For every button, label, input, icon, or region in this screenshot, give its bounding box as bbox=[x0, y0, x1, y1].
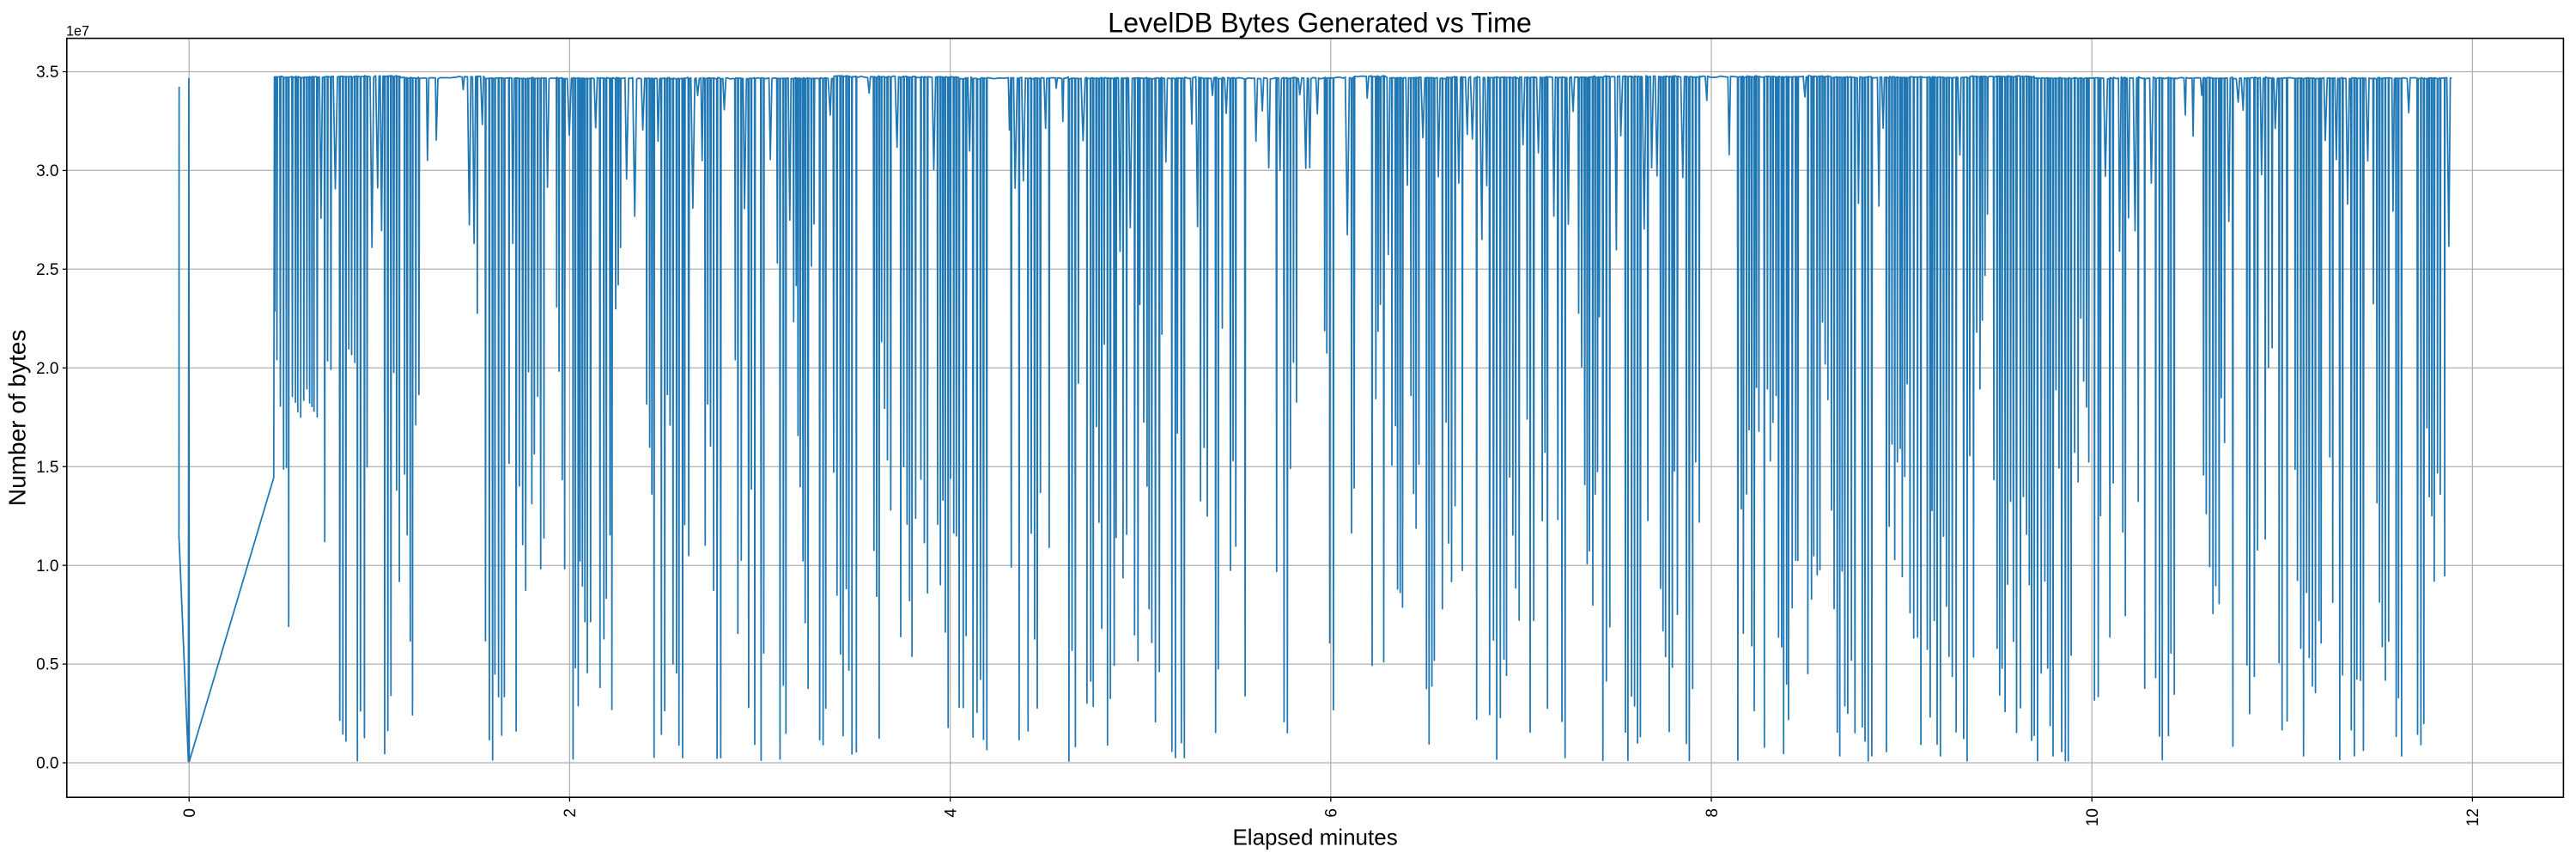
svg-text:3.5: 3.5 bbox=[36, 64, 58, 82]
svg-text:LevelDB Bytes Generated vs Tim: LevelDB Bytes Generated vs Time bbox=[1108, 8, 1532, 39]
svg-text:1e7: 1e7 bbox=[66, 24, 89, 40]
svg-text:0.0: 0.0 bbox=[36, 755, 58, 773]
svg-text:Elapsed minutes: Elapsed minutes bbox=[1232, 825, 1397, 850]
svg-text:3.0: 3.0 bbox=[36, 162, 58, 180]
svg-text:6: 6 bbox=[1323, 808, 1341, 818]
svg-text:12: 12 bbox=[2464, 808, 2482, 826]
svg-text:Number of bytes: Number of bytes bbox=[4, 330, 31, 506]
svg-text:2.0: 2.0 bbox=[36, 360, 58, 378]
svg-text:0.5: 0.5 bbox=[36, 656, 58, 674]
svg-text:1.0: 1.0 bbox=[36, 557, 58, 576]
svg-text:2.5: 2.5 bbox=[36, 261, 58, 279]
svg-text:8: 8 bbox=[1704, 808, 1722, 818]
svg-text:1.5: 1.5 bbox=[36, 459, 58, 477]
svg-text:10: 10 bbox=[2084, 808, 2102, 826]
svg-text:4: 4 bbox=[942, 808, 960, 818]
svg-text:2: 2 bbox=[562, 808, 580, 818]
svg-text:0: 0 bbox=[181, 808, 199, 818]
